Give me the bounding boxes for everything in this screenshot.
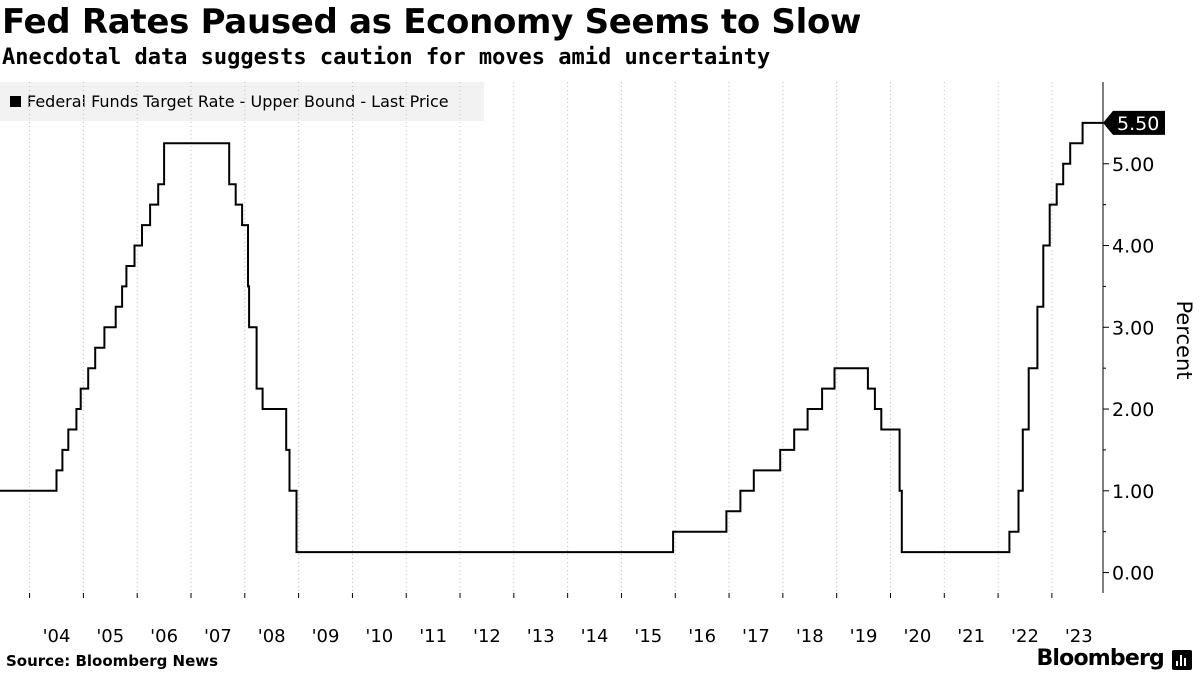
x-tick-label: '18 (796, 626, 824, 647)
chart-title: Fed Rates Paused as Economy Seems to Slo… (2, 2, 862, 42)
x-tick-label: '23 (1065, 626, 1093, 647)
x-tick-label: '06 (150, 626, 178, 647)
y-tick-label: 3.00 (1112, 317, 1154, 339)
x-tick-label: '10 (365, 626, 393, 647)
x-tick-label: '13 (527, 626, 555, 647)
source-note: Source: Bloomberg News (6, 652, 219, 670)
x-tick-label: '22 (1011, 626, 1039, 647)
x-tick-label: '19 (850, 626, 878, 647)
chart-subtitle: Anecdotal data suggests caution for move… (2, 45, 771, 70)
x-tick-label: '15 (634, 626, 662, 647)
chart-legend: Federal Funds Target Rate - Upper Bound … (0, 82, 484, 121)
y-tick-label: 5.00 (1112, 154, 1154, 176)
last-price-label: 5.50 (1117, 113, 1159, 135)
y-tick-label: 4.00 (1112, 236, 1154, 258)
y-axis-label: Percent (1172, 300, 1196, 379)
legend-swatch-icon (10, 96, 21, 107)
x-tick-label: '08 (258, 626, 286, 647)
x-tick-label: '09 (312, 626, 340, 647)
series-line (0, 121, 1103, 554)
x-tick-label: '21 (957, 626, 985, 647)
x-tick-label: '12 (473, 626, 501, 647)
last-price-tag (1103, 110, 1165, 135)
bloomberg-terminal-icon (1172, 650, 1192, 670)
x-tick-label: '11 (419, 626, 447, 647)
x-tick-label: '07 (204, 626, 232, 647)
x-tick-label: '20 (903, 626, 931, 647)
y-tick-label: 0.00 (1112, 563, 1154, 585)
x-tick-label: '05 (96, 626, 124, 647)
x-tick-label: '17 (742, 626, 770, 647)
y-tick-label: 1.00 (1112, 481, 1154, 503)
x-tick-label: '16 (688, 626, 716, 647)
x-tick-label: '04 (43, 626, 71, 647)
brand-logo: Bloomberg (1036, 646, 1164, 671)
y-tick-label: 2.00 (1112, 399, 1154, 421)
legend-label: Federal Funds Target Rate - Upper Bound … (27, 92, 449, 111)
x-tick-label: '14 (581, 626, 609, 647)
